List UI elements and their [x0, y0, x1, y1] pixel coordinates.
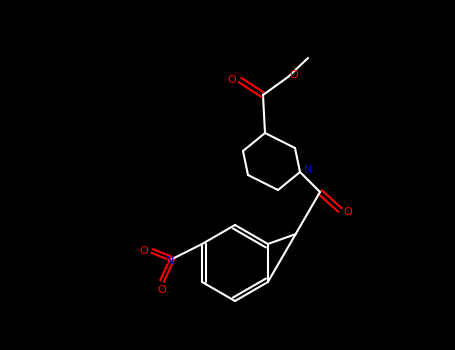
Text: N: N — [166, 256, 174, 266]
Text: N: N — [304, 165, 312, 175]
Text: O: O — [158, 285, 167, 295]
Text: O: O — [290, 70, 298, 80]
Text: O: O — [344, 207, 352, 217]
Text: O: O — [228, 75, 237, 85]
Text: O: O — [140, 246, 148, 256]
